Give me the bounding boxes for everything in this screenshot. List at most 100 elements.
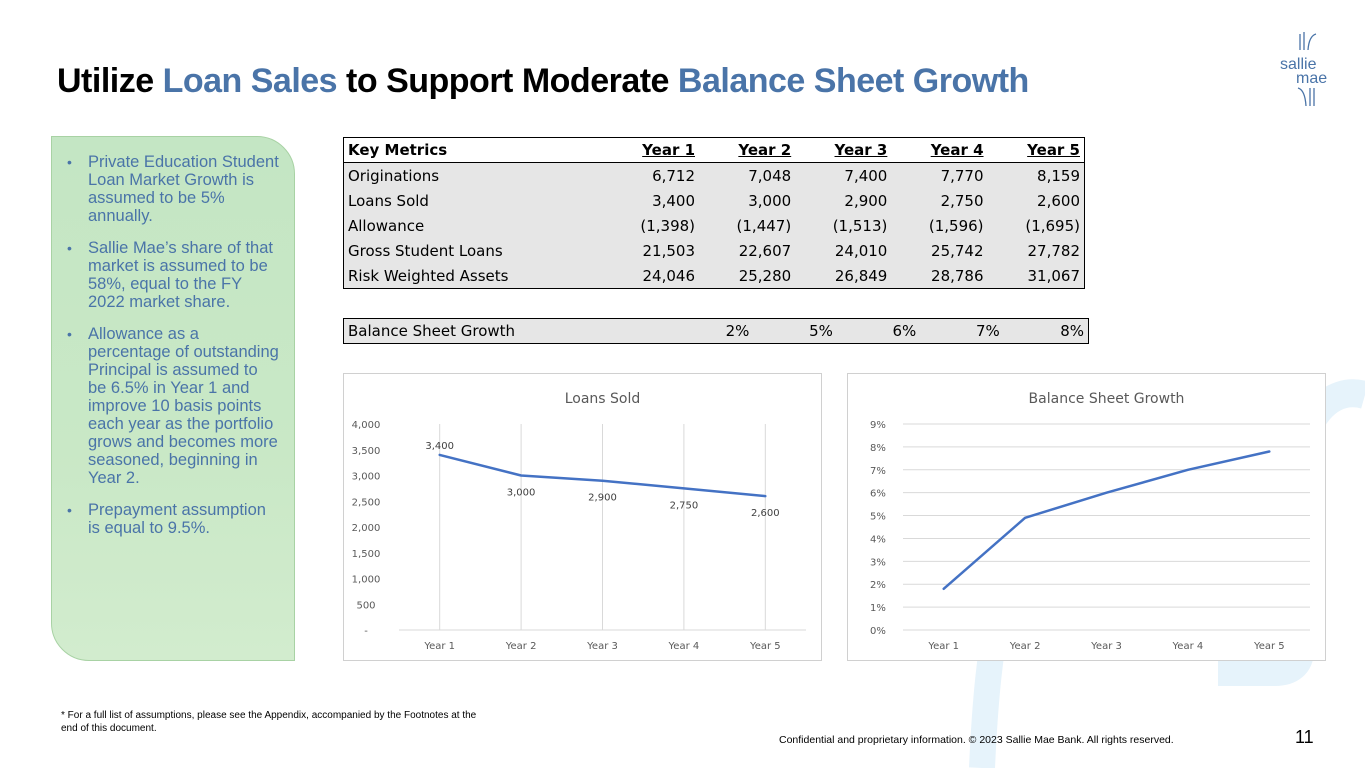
table-row: Allowance (1,398) (1,447) (1,513) (1,596… (342, 213, 1085, 238)
page-title: Utilize Loan Sales to Support Moderate B… (57, 62, 1029, 101)
x-tick-label: Year 2 (1009, 641, 1041, 652)
header-key-metrics: Key Metrics (342, 137, 603, 163)
table-cell: 31,067 (987, 263, 1085, 289)
table-cell: 22,607 (699, 238, 796, 263)
row-label: Originations (342, 162, 603, 188)
table-cell: 26,849 (795, 263, 892, 289)
y-tick-label: 8% (870, 443, 886, 454)
row-label: Allowance (342, 213, 603, 238)
x-tick-label: Year 5 (749, 641, 781, 652)
table-header-row: Key Metrics Year 1 Year 2 Year 3 Year 4 … (342, 137, 1085, 163)
header-year-4: Year 4 (891, 137, 988, 163)
table-cell: 28,786 (891, 263, 988, 289)
row-label: Gross Student Loans (342, 238, 603, 263)
series-line (438, 453, 767, 498)
table-cell: 2% (670, 318, 754, 344)
x-tick-label: Year 3 (586, 641, 618, 652)
table-row: Gross Student Loans 21,503 22,607 24,010… (342, 238, 1085, 263)
x-tick-label: Year 2 (505, 641, 537, 652)
y-tick-label: 6% (870, 489, 886, 500)
loans-sold-chart-svg: Loans Sold - 500 1,000 1,500 2,000 2,500 3,000 3… (352, 391, 806, 652)
y-tick-label: 1,500 (352, 549, 381, 560)
x-tick-label: Year 5 (1253, 641, 1285, 652)
table-row: Risk Weighted Assets 24,046 25,280 26,84… (342, 263, 1085, 289)
header-year-2: Year 2 (699, 137, 796, 163)
x-tick-label: Year 1 (927, 641, 959, 652)
y-tick-label: 0% (870, 626, 886, 637)
table-cell: 24,010 (795, 238, 892, 263)
title-part-1: Utilize (57, 62, 163, 100)
assumptions-panel: Private Education Student Loan Market Gr… (51, 136, 295, 661)
series-line (942, 450, 1271, 591)
table-cell: 3,000 (699, 188, 796, 213)
logo-text-mae: mae (1296, 70, 1327, 87)
assumption-item: Prepayment assumption is equal to 9.5%. (67, 501, 280, 537)
y-tick-label: 2% (870, 580, 886, 591)
logo-text-sallie: sallie (1280, 56, 1317, 73)
assumption-item: Sallie Mae’s share of that market is ass… (67, 239, 280, 311)
table-cell: 25,280 (699, 263, 796, 289)
title-part-2: Loan Sales (162, 62, 338, 100)
assumption-item: Private Education Student Loan Market Gr… (67, 153, 280, 225)
y-tick-label: 4% (870, 534, 886, 545)
data-label: 2,750 (670, 500, 699, 511)
table-cell: 2,750 (891, 188, 988, 213)
assumptions-list: Private Education Student Loan Market Gr… (52, 137, 294, 537)
title-part-4: Balance Sheet Growth (677, 62, 1029, 100)
table-cell: 2,900 (795, 188, 892, 213)
y-tick-label: 500 (356, 600, 375, 611)
y-tick-label: 3,500 (352, 446, 381, 457)
y-tick-label: 7% (870, 466, 886, 477)
sallie-mae-logo: sallie mae (1280, 32, 1327, 107)
balance-sheet-growth-chart-svg: Balance Sheet Growth 0% 1% 2% 3% 4% 5% 6% 7% 8% 9%… (870, 391, 1310, 652)
table-row: Loans Sold 3,400 3,000 2,900 2,750 2,600 (342, 188, 1085, 213)
table-cell: 6% (836, 318, 921, 344)
table-cell: (1,695) (987, 213, 1085, 238)
data-label: 3,000 (507, 488, 536, 499)
y-tick-label: 3% (870, 557, 886, 568)
y-tick-label: 3,000 (352, 472, 381, 483)
table-cell: 8,159 (987, 162, 1085, 188)
table-cell: 24,046 (602, 263, 700, 289)
table-cell: (1,513) (795, 213, 892, 238)
y-tick-label: 1,000 (352, 575, 381, 586)
table-row: Balance Sheet Growth 2% 5% 6% 7% 8% (343, 318, 1089, 344)
row-label: Loans Sold (342, 188, 603, 213)
y-tick-label: 4,000 (352, 420, 381, 431)
x-tick-label: Year 1 (423, 641, 455, 652)
header-year-3: Year 3 (795, 137, 892, 163)
table-cell: 2,600 (987, 188, 1085, 213)
y-tick-label: 1% (870, 603, 886, 614)
table-cell: (1,447) (699, 213, 796, 238)
row-label: Balance Sheet Growth (343, 318, 670, 344)
table-cell: 7,400 (795, 162, 892, 188)
y-tick-label: 5% (870, 512, 886, 523)
table-cell: 21,503 (602, 238, 700, 263)
chart-title: Loans Sold (565, 391, 641, 407)
assumption-item: Allowance as a percentage of outstanding… (67, 325, 280, 487)
balance-sheet-growth-chart: Balance Sheet Growth 0% 1% 2% 3% 4% 5% 6% 7% 8% 9%… (847, 373, 1326, 661)
table-cell: 5% (753, 318, 837, 344)
page-number: 11 (1295, 727, 1314, 747)
table-cell: 7,770 (891, 162, 988, 188)
header-year-5: Year 5 (987, 137, 1085, 163)
table-cell: 6,712 (602, 162, 700, 188)
title-part-3: to Support Moderate (337, 62, 678, 100)
table-cell: 7% (920, 318, 1004, 344)
y-tick-label: 9% (870, 420, 886, 431)
key-metrics-table: Key Metrics Year 1 Year 2 Year 3 Year 4 … (342, 137, 1085, 289)
table-cell: 27,782 (987, 238, 1085, 263)
confidentiality-footer: Confidential and proprietary information… (779, 734, 1174, 746)
header-year-1: Year 1 (602, 137, 700, 163)
y-tick-label: 2,500 (352, 497, 381, 508)
balance-sheet-growth-table: Balance Sheet Growth 2% 5% 6% 7% 8% (343, 318, 1089, 344)
chart-title: Balance Sheet Growth (1029, 391, 1185, 407)
table-cell: 25,742 (891, 238, 988, 263)
table-cell: (1,596) (891, 213, 988, 238)
y-tick-label: - (364, 626, 368, 637)
data-label: 2,900 (588, 493, 617, 504)
table-cell: 3,400 (602, 188, 700, 213)
footnote: * For a full list of assumptions, please… (61, 710, 477, 734)
loans-sold-chart: Loans Sold - 500 1,000 1,500 2,000 2,500 3,000 3… (343, 373, 822, 661)
y-tick-label: 2,000 (352, 523, 381, 534)
